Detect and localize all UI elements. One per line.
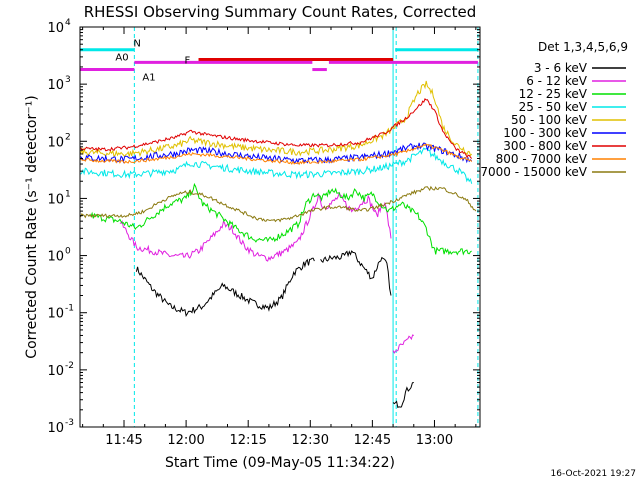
legend-label: 100 - 300 keV bbox=[503, 126, 587, 140]
y-tick-label: 10 bbox=[47, 21, 64, 36]
y-tick-exponent: 1 bbox=[65, 189, 71, 199]
series-line-5 bbox=[80, 80, 473, 158]
y-tick-label: 10 bbox=[47, 192, 64, 207]
y-tick-label: 10 bbox=[47, 135, 64, 150]
legend-title: Det 1,3,4,5,6,9 bbox=[538, 40, 628, 54]
series-line-7 bbox=[80, 98, 473, 159]
y-tick-label: 10 bbox=[47, 364, 64, 379]
y-tick-exponent: -2 bbox=[65, 361, 74, 371]
series-line-2 bbox=[119, 191, 414, 354]
flag-label-f: F bbox=[185, 55, 191, 66]
legend-label: 50 - 100 keV bbox=[511, 113, 588, 127]
y-tick-exponent: 4 bbox=[65, 18, 71, 28]
y-tick-exponent: 0 bbox=[65, 247, 71, 257]
chart-title: RHESSI Observing Summary Count Rates, Co… bbox=[84, 3, 477, 21]
y-tick-label: 10 bbox=[47, 307, 64, 322]
legend-label: 7000 - 15000 keV bbox=[480, 165, 587, 179]
x-tick-label: 11:45 bbox=[105, 433, 142, 448]
x-tick-label: 12:00 bbox=[167, 433, 204, 448]
legend-label: 300 - 800 keV bbox=[503, 139, 587, 153]
legend-label: 800 - 7000 keV bbox=[496, 152, 588, 166]
plot-frame bbox=[79, 26, 481, 428]
timestamp: 16-Oct-2021 19:27 bbox=[551, 469, 636, 479]
flag-label-a1: A1 bbox=[142, 73, 155, 84]
x-tick-label: 12:45 bbox=[354, 433, 391, 448]
y-tick-exponent: -3 bbox=[65, 418, 74, 428]
y-axis-label: Corrected Count Rate (s⁻¹ detector⁻¹) bbox=[24, 95, 40, 358]
x-tick-label: 13:00 bbox=[416, 433, 453, 448]
y-tick-exponent: 2 bbox=[65, 132, 71, 142]
x-tick-label: 12:15 bbox=[229, 433, 266, 448]
series-line-8 bbox=[80, 143, 473, 166]
flag-label-a0: A0 bbox=[115, 52, 128, 63]
legend-label: 3 - 6 keV bbox=[534, 61, 588, 75]
series-line-1 bbox=[135, 250, 414, 409]
legend-label: 12 - 25 keV bbox=[519, 87, 588, 101]
y-tick-label: 10 bbox=[47, 250, 64, 265]
series-line-6 bbox=[80, 142, 473, 165]
y-tick-exponent: -1 bbox=[65, 304, 74, 314]
legend-label: 6 - 12 keV bbox=[526, 74, 588, 88]
y-tick-label: 10 bbox=[47, 421, 64, 436]
series-line-9 bbox=[80, 185, 477, 223]
y-tick-exponent: 3 bbox=[65, 75, 71, 85]
series-line-3 bbox=[90, 182, 472, 256]
y-tick-label: 10 bbox=[47, 78, 64, 93]
legend-label: 25 - 50 keV bbox=[519, 100, 588, 114]
x-axis: 11:45 12:00 12:15 12:30 12:45 13:00 bbox=[82, 27, 477, 448]
x-axis-label: Start Time (09-May-05 11:34:22) bbox=[165, 455, 395, 471]
x-tick-label: 12:30 bbox=[292, 433, 329, 448]
flag-label-n: N bbox=[133, 39, 140, 50]
series-line-4 bbox=[80, 147, 473, 184]
